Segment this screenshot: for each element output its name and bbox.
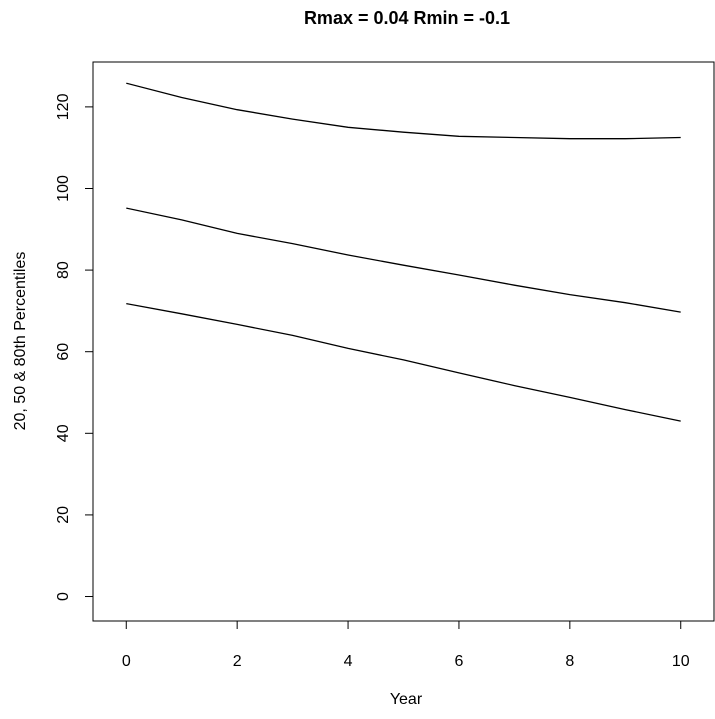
y-axis: 0 20 40 60 80 100 120 [55,93,94,601]
y-tick-label: 40 [55,424,72,442]
x-tick-label: 4 [344,653,353,670]
y-tick-label: 120 [55,93,72,120]
percentile-80-line [126,82,681,140]
x-tick-label: 2 [233,653,242,670]
plot-frame [92,61,715,622]
x-tick-label: 6 [454,653,463,670]
x-axis: 0 2 4 6 8 10 [122,620,690,670]
y-tick-label: 0 [55,592,72,601]
y-tick-label: 20 [55,506,72,524]
y-tick-label: 60 [55,343,72,361]
x-tick-label: 10 [672,653,690,670]
x-tick-label: 8 [565,653,574,670]
y-axis-title: 20, 50 & 80th Percentiles [12,252,29,431]
percentile-50-line [126,207,681,313]
x-tick-label: 0 [122,653,131,670]
y-tick-label: 100 [55,175,72,202]
chart-title: Rmax = 0.04 Rmin = -0.1 [304,8,510,28]
y-tick-label: 80 [55,261,72,279]
percentile-20-line [126,302,681,422]
series-group [126,82,681,422]
x-axis-title: Year [390,691,423,708]
